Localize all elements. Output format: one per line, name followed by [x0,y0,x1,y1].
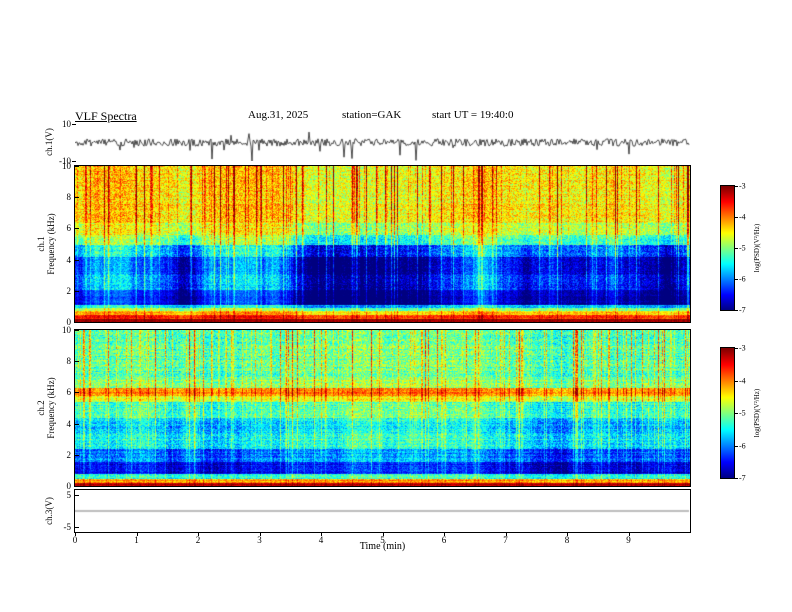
spec1-ytick-mark [75,260,79,261]
spec1-ytick-label: 2 [66,285,72,296]
spec2-ytick-mark [75,392,79,393]
ch1-frequency-axis-label: ch.1 Frequency (kHz) [36,189,56,299]
ch1-spectrogram-canvas [75,166,690,322]
x-tick-mark [506,532,507,536]
colorbar-ch2-tick-mark [735,478,738,479]
spec2-ytick-mark [75,361,79,362]
colorbar-ch2-tick-label: -4 [739,376,746,385]
spec1-ytick-label: 10 [62,161,71,171]
spec1-ytick-label: 0 [66,317,72,327]
ch2-spectrogram-panel [74,329,691,487]
colorbar-ch1-tick-label: -4 [739,212,746,222]
x-tick-mark [198,532,199,536]
ch1-spectrogram-panel [74,165,691,323]
spec2-ytick-label: 6 [66,387,72,398]
spec1-ytick-label: 4 [66,254,72,265]
colorbar-ch2-tick-mark [735,413,738,414]
colorbar-ch1-tick-label: -3 [739,181,746,191]
colorbar-ch2-tick-label: -5 [739,408,746,418]
colorbar-ch1-tick-mark [735,310,738,311]
colorbar-ch2-tick-mark [735,348,738,349]
colorbar-ch2-tick-mark [735,381,738,382]
x-tick-mark [321,532,322,536]
x-tick-label: 5 [380,535,385,545]
spec2-ytick-mark [75,330,79,331]
x-tick-mark [629,532,630,536]
spec2-ytick-mark [75,424,79,425]
wave3-ytick-label: 5 [66,489,72,500]
wave1-ytick-label: 10 [62,119,71,129]
colorbar-ch1-label: log(PSD)(V²/Hz) [753,223,761,273]
x-tick-label: 3 [257,535,262,545]
spec2-ytick-label: 8 [66,356,72,367]
spec1-ytick-mark [75,291,79,292]
spec2-ytick-mark [75,486,79,487]
x-tick-mark [383,532,384,536]
colorbar-ch1-tick-mark [735,279,738,280]
wave1-ytick-mark [72,161,76,162]
ch1-waveform-panel [75,124,690,161]
wave3-ytick-mark [75,527,79,528]
spec2-ytick-label: 2 [66,449,72,460]
header-station: station=GAK [342,109,402,121]
spec2-ytick-label: 4 [66,418,72,429]
spec2-ytick-label: 0 [66,481,72,491]
ch2-spectrogram-canvas [75,330,690,486]
colorbar-ch2 [720,347,735,479]
colorbar-ch1-tick-label: -5 [739,243,746,253]
x-tick-label: 4 [318,535,324,545]
x-tick-mark [260,532,261,536]
wave1-ytick-label: -10 [59,156,71,166]
ch1-frequency-axis-label-channel: ch.1 [36,236,46,252]
colorbar-ch2-tick-mark [735,446,738,447]
spec1-ytick-mark [75,228,79,229]
spec2-ytick-mark [75,455,79,456]
spec1-ytick-mark [75,322,79,323]
x-tick-label: 6 [441,535,447,545]
ch1-waveform-canvas [75,124,690,161]
wave3-ytick-label: -5 [63,522,72,533]
colorbar-ch1-tick-mark [735,186,738,187]
spec1-ytick-mark [75,166,79,167]
x-tick-mark [567,532,568,536]
spec1-ytick-mark [75,197,79,198]
colorbar-ch1-tick-label: -7 [739,305,746,315]
x-tick-label: 1 [134,535,139,545]
ch3-waveform-canvas [75,490,690,532]
spec1-ytick-label: 8 [66,192,72,203]
header-date: Aug.31, 2025 [248,109,309,121]
x-tick-mark [75,532,76,536]
header-start-ut: start UT = 19:40:0 [432,109,514,121]
spec1-ytick-label: 6 [66,223,72,234]
colorbar-ch2-label: log(PSD)(V²/Hz) [753,388,761,438]
x-tick-label: 8 [564,535,570,545]
colorbar-ch2-tick-label: -6 [739,441,746,450]
ch2-frequency-axis-label-channel: ch.2 [36,400,46,416]
x-tick-label: 0 [72,535,78,545]
colorbar-ch1-tick-mark [735,248,738,249]
ch2-frequency-axis-label: ch.2 Frequency (kHz) [36,353,56,463]
colorbar-ch1 [720,185,735,311]
figure-title: VLF Spectra [75,109,137,123]
colorbar-ch1-canvas [721,186,734,310]
x-tick-label: 7 [503,535,508,545]
ch2-frequency-axis-label-units: Frequency (kHz) [46,377,56,439]
x-tick-mark [137,532,138,536]
colorbar-ch2-tick-label: -7 [739,473,746,483]
wave1-ytick-mark [72,124,76,125]
colorbar-ch1-tick-label: -6 [739,274,746,284]
spec2-ytick-label: 10 [62,325,71,335]
wave3-ytick-mark [75,495,79,496]
ch3-waveform-panel [74,489,691,533]
x-tick-label: 2 [195,535,201,545]
x-tick-label: 9 [626,535,631,545]
ch1-frequency-axis-label-units: Frequency (kHz) [46,213,56,275]
colorbar-ch2-canvas [721,348,734,478]
time-axis-label: Time (min) [359,541,406,552]
colorbar-ch1-tick-mark [735,217,738,218]
x-tick-mark [444,532,445,536]
colorbar-ch2-tick-label: -3 [739,343,746,353]
